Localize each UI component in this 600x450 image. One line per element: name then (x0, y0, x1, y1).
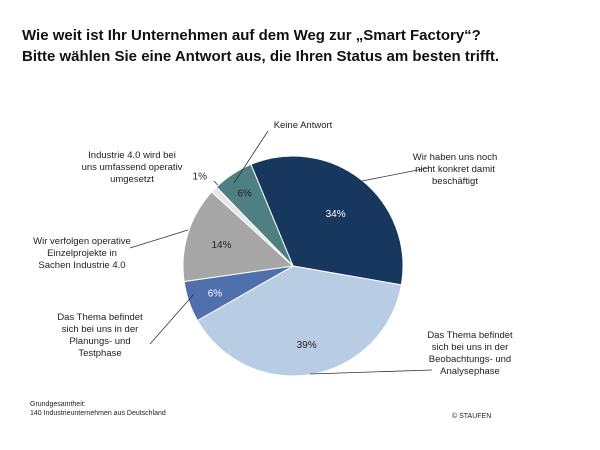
value-label: 14% (211, 240, 231, 251)
leader-line (129, 229, 189, 249)
slice-label: Das Thema befindet sich bei uns in der Pla… (57, 312, 143, 359)
chart-title: Wie weit ist Ihr Unternehmen auf dem Weg… (22, 27, 481, 44)
slice-label: Wir verfolgen operative Einzelprojekte in… (33, 236, 131, 271)
footnote: Grundgesamtheit: 140 Industrieunternehmen… (30, 401, 166, 417)
pie-slice (250, 155, 404, 286)
leader-line (309, 369, 433, 375)
leader-line (149, 293, 195, 345)
value-label: 1% (193, 172, 208, 183)
value-label: 6% (208, 289, 223, 300)
slice-label: Das Thema befindet sich bei uns in der Beo… (427, 330, 513, 377)
leader-line (233, 130, 269, 184)
pie-slice (182, 191, 295, 283)
pie-slice (215, 163, 294, 267)
chart-subtitle: Bitte wählen Sie eine Antwort aus, die I… (22, 48, 499, 65)
value-label: 39% (297, 340, 317, 351)
source: © STAUFEN (452, 412, 491, 420)
leader-line (361, 167, 429, 182)
value-label: 34% (326, 209, 346, 220)
slice-label: Keine Antwort (274, 120, 333, 131)
value-label: 6% (237, 188, 252, 199)
slice-label: Wir haben uns noch nicht konkret damit bes… (413, 152, 498, 187)
slice-label: Industrie 4.0 wird bei uns umfassend oper… (82, 150, 183, 185)
